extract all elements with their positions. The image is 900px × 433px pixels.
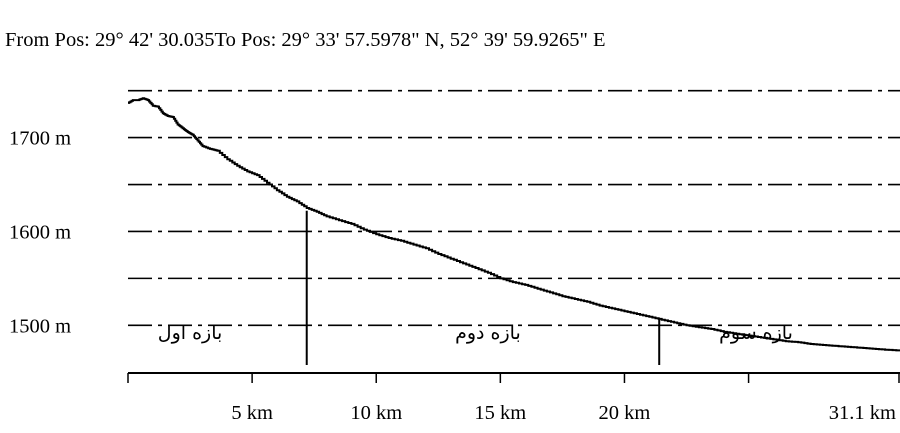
x-tick-label-5: 5 km [231, 402, 273, 424]
elevation-series [128, 97, 900, 352]
y-tick-label-1700: 1700 m [9, 128, 71, 150]
segment-markers [305, 210, 661, 365]
y-axis: 1500 m 1600 m 1700 m [9, 128, 71, 338]
x-tick-label-20: 20 km [599, 402, 651, 424]
elevation-line [128, 97, 900, 352]
segment-annotations: بازه اول بازه دوم بازه سوم [158, 322, 793, 344]
segment-label-2: بازه دوم [455, 322, 521, 344]
y-tick-label-1600: 1600 m [9, 221, 71, 243]
segment-label-3: بازه سوم [719, 322, 793, 344]
x-tick-label-10: 10 km [350, 402, 402, 424]
position-header: From Pos: 29° 42' 30.035To Pos: 29° 33' … [5, 29, 606, 51]
y-tick-label-1500: 1500 m [9, 315, 71, 337]
grid-lines [128, 89, 900, 327]
x-tick-label-15: 15 km [474, 402, 526, 424]
x-tick-label-31.1: 31.1 km [829, 402, 896, 424]
x-axis: 5 km 10 km 15 km 20 km 31.1 km [127, 372, 900, 424]
segment-label-1: بازه اول [158, 322, 223, 344]
